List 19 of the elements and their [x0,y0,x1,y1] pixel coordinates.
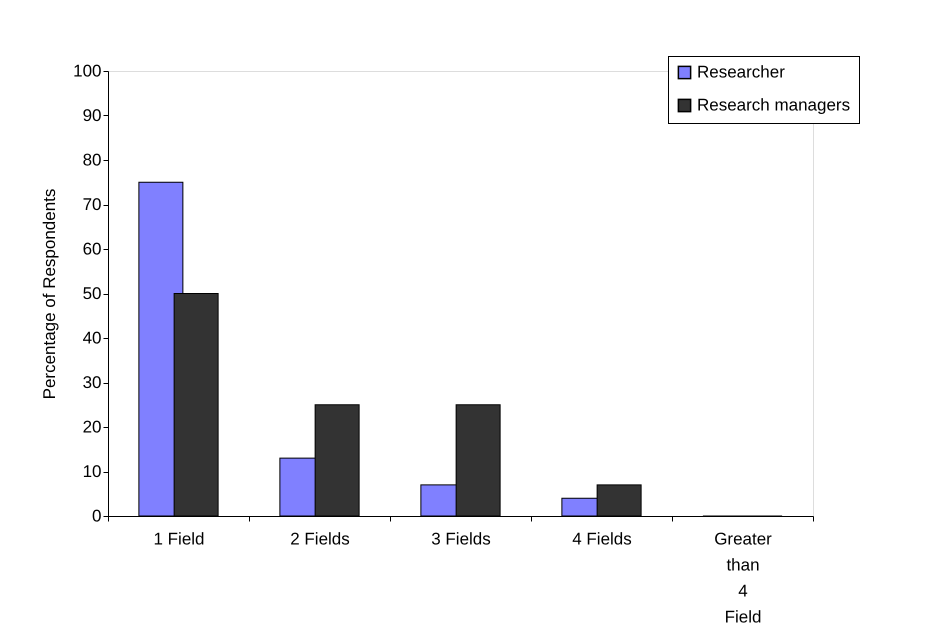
y-tick-label: 30 [82,373,102,392]
y-axis-title: Percentage of Respondents [40,188,60,400]
y-tick-label: 70 [82,195,102,214]
y-tick-label: 100 [73,62,102,80]
x-tick-label: 2 Fields [290,530,350,548]
y-tick-label: 60 [82,240,102,258]
legend-label: Researcher [697,62,786,82]
y-tick-label: 40 [82,328,102,348]
y-tick-label: 20 [82,418,102,436]
legend-label: Research managers [697,96,850,114]
x-tick-label: 3 Fields [431,530,491,548]
y-tick-label: 10 [82,462,102,481]
y-tick-label: 50 [82,284,102,303]
y-tick-label: 0 [92,506,102,526]
y-tick-label: 90 [82,106,102,125]
x-tick-label: Greater than 4 Field [714,530,772,626]
x-tick-label: 1 Field [153,530,205,548]
y-tick-label: 80 [82,150,102,170]
x-tick-label: 4 Fields [572,530,632,548]
